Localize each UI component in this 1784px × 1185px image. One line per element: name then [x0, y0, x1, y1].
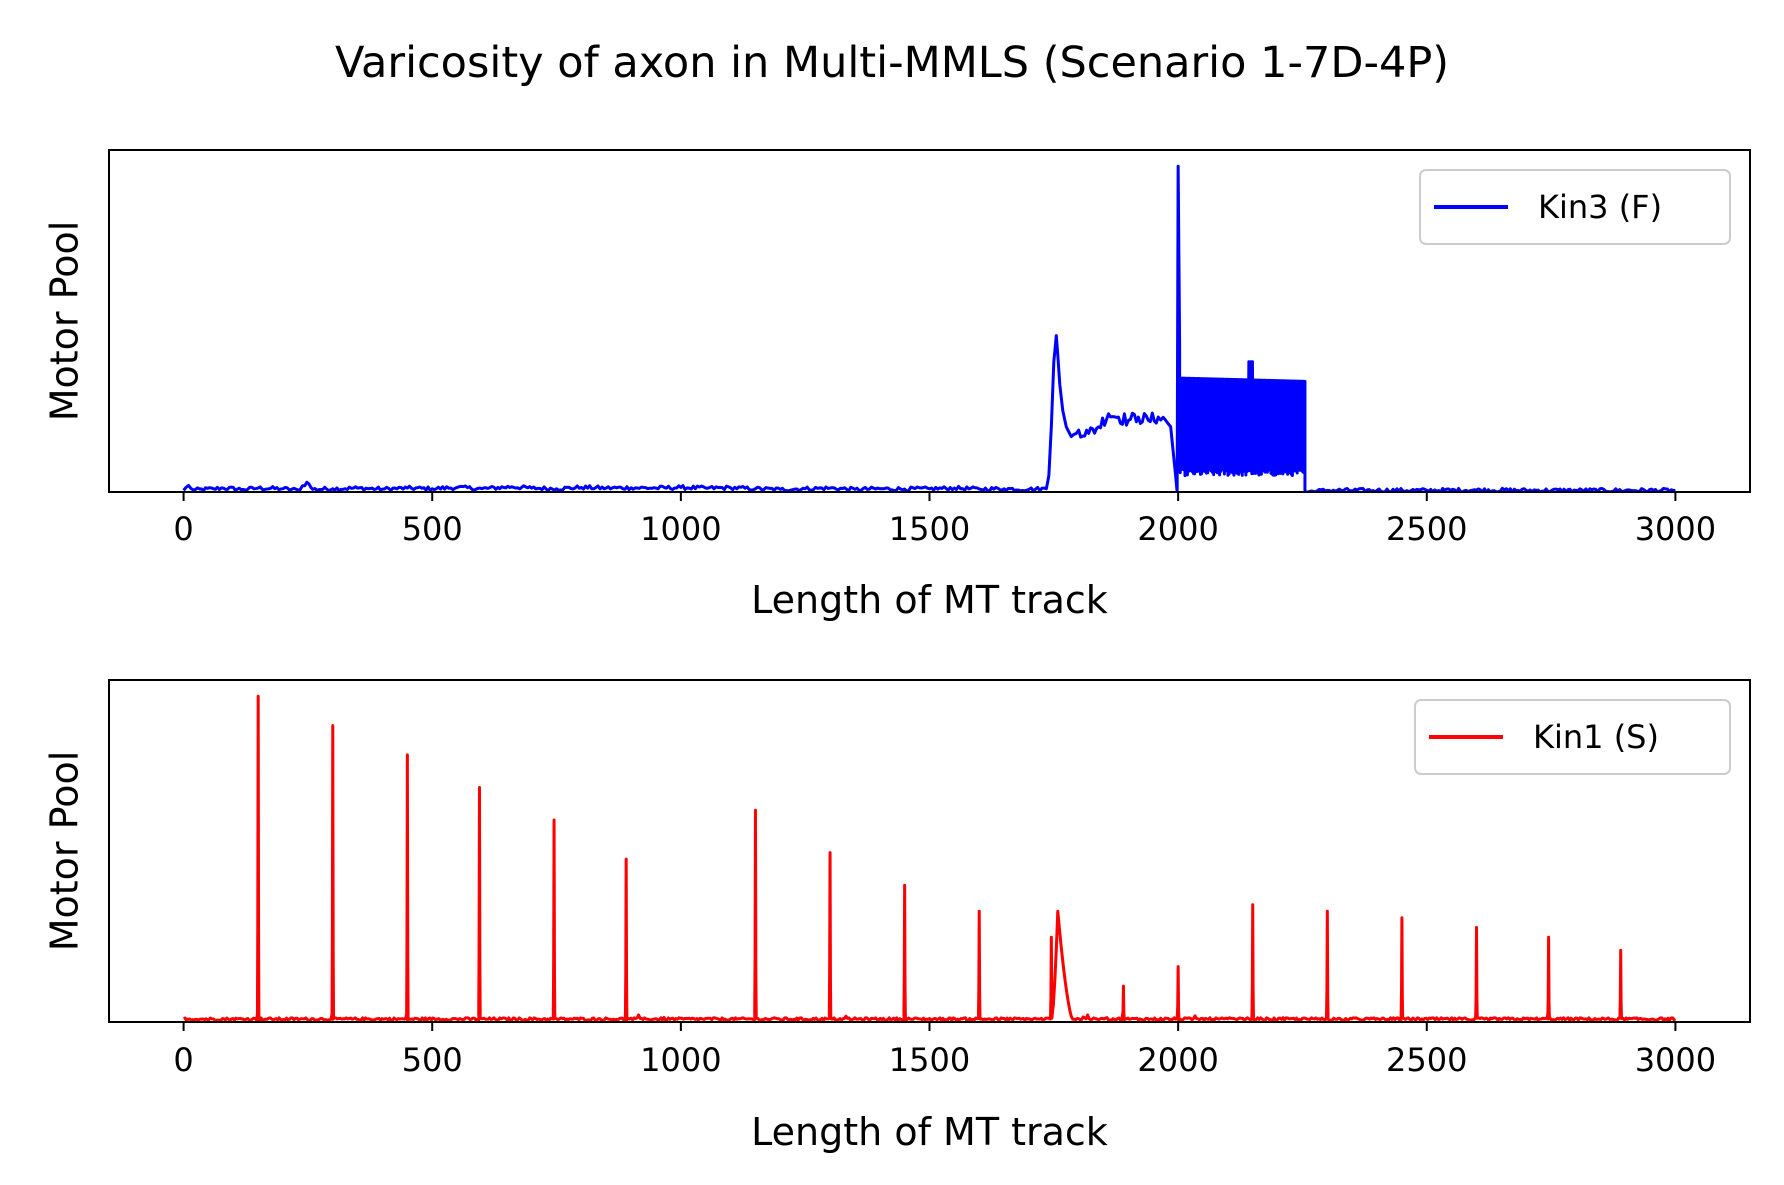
x-tick-label: 2000: [1137, 1041, 1218, 1079]
y-axis-label: Motor Pool: [42, 221, 86, 422]
series-line-kin1: [183, 694, 1677, 1022]
x-tick-label: 0: [173, 1041, 193, 1079]
x-tick-label: 500: [402, 510, 463, 548]
y-axis-label: Motor Pool: [42, 751, 86, 952]
x-tick-label: 1000: [640, 510, 721, 548]
x-axis-label: Length of MT track: [751, 1110, 1108, 1154]
legend: Kin1 (S): [1414, 699, 1731, 775]
x-tick-label: 1500: [889, 510, 970, 548]
x-tick-label: 3000: [1635, 510, 1716, 548]
kin1-panel: 0 500 1000 1500 2000 2500 3000 Length of MT tra…: [42, 679, 1751, 1154]
legend-box: [1414, 699, 1731, 775]
x-axis-label: Length of MT track: [751, 578, 1108, 622]
x-tick-label: 1000: [640, 1041, 721, 1079]
legend: Kin3 (F): [1419, 169, 1731, 245]
x-tick-label: 3000: [1635, 1041, 1716, 1079]
legend-box: [1419, 169, 1731, 245]
figure-title: Varicosity of axon in Multi-MMLS (Scenar…: [335, 38, 1449, 88]
x-tick-label: 0: [173, 510, 193, 548]
x-tick-label: 500: [402, 1041, 463, 1079]
x-tick-label: 2000: [1137, 510, 1218, 548]
plot-area: [183, 694, 1677, 1022]
legend-label-kin3: Kin3 (F): [1538, 188, 1662, 226]
legend-label-kin1: Kin1 (S): [1533, 718, 1659, 756]
x-tick-label: 2500: [1386, 1041, 1467, 1079]
x-tick-label: 1500: [889, 1041, 970, 1079]
x-tick-label: 2500: [1386, 510, 1467, 548]
kin3-panel: 0 500 1000 1500 2000 2500 3000 Length of MT tra…: [42, 149, 1751, 622]
